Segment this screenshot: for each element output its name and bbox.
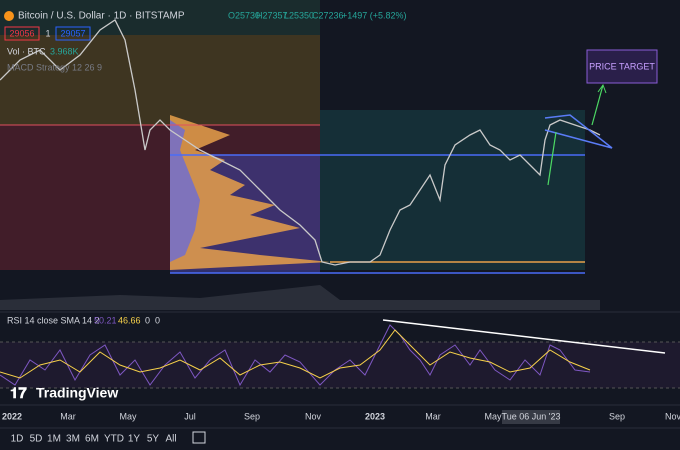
- symbol: Bitcoin / U.S. Dollar · 1D · BITSTAMP: [18, 11, 185, 22]
- toolbar-button[interactable]: All: [165, 434, 176, 445]
- strategy: MACD Strategy 12 26 9: [7, 62, 102, 72]
- ohlc: O25730: [228, 10, 260, 20]
- vol-value: 3.968K: [50, 46, 79, 56]
- zone-top: [0, 0, 320, 35]
- x-tick-label: Nov: [665, 411, 680, 421]
- toolbar-button[interactable]: 1M: [47, 434, 61, 445]
- toolbar-button[interactable]: 5Y: [147, 434, 160, 445]
- rsi-band: [0, 342, 680, 388]
- ohlc: L25350: [284, 10, 314, 20]
- arrow: [591, 84, 604, 126]
- x-tick-label: May: [119, 411, 137, 421]
- cursor-box: [502, 410, 560, 424]
- toolbar-button[interactable]: 1Y: [128, 434, 141, 445]
- toolbar-button[interactable]: YTD: [104, 434, 124, 445]
- toolbar-button[interactable]: 1D: [11, 434, 24, 445]
- x-tick-label: Sep: [244, 411, 260, 421]
- watermark: TradingView: [36, 385, 118, 401]
- toolbar-button[interactable]: 5D: [30, 434, 43, 445]
- btc-icon: [4, 11, 14, 21]
- volume-bars: [0, 285, 600, 310]
- cursor-date: Tue 06 Jun '23: [502, 411, 561, 421]
- ask-box[interactable]: [55, 26, 91, 41]
- x-tick-label: 2023: [365, 411, 385, 421]
- rsi-line: [0, 324, 591, 387]
- rsi-extra: 0: [145, 315, 150, 325]
- target-label: PRICE TARGET: [589, 61, 655, 71]
- zone-orange: [0, 35, 320, 125]
- calendar-icon[interactable]: [192, 431, 206, 444]
- bid-box[interactable]: [4, 26, 40, 41]
- logo-mark: 𝟏𝟕: [10, 385, 27, 402]
- toolbar-button[interactable]: 3M: [66, 434, 80, 445]
- x-tick-label: Mar: [425, 411, 441, 421]
- rsi-label: RSI 14 close SMA 14 2: [7, 315, 100, 325]
- vol-label: Vol · BTC: [7, 46, 46, 56]
- x-tick-label: May: [484, 411, 502, 421]
- change: +1497 (+5.82%): [342, 10, 407, 20]
- rsi-trendline: [382, 319, 666, 354]
- rsi-extra: 0: [155, 315, 160, 325]
- target-box: [586, 49, 658, 84]
- arrow: [547, 131, 557, 186]
- rsi-sma: [0, 329, 591, 379]
- x-tick-label: 2022: [2, 411, 22, 421]
- ohlc: H27357: [256, 10, 288, 20]
- ohlc: C27236: [312, 10, 344, 20]
- toolbar-button[interactable]: 6M: [85, 434, 99, 445]
- x-tick-label: Jul: [184, 411, 196, 421]
- x-tick-label: Mar: [60, 411, 76, 421]
- arrow-head: [597, 83, 607, 94]
- x-tick-label: Sep: [609, 411, 625, 421]
- wedge: [544, 114, 613, 149]
- volume-profile: [170, 115, 330, 270]
- bid: 29056: [9, 28, 34, 38]
- zone-teal: [320, 110, 585, 270]
- x-tick-label: Nov: [305, 411, 322, 421]
- sma-value: 46.66: [118, 315, 141, 325]
- price-line: [0, 19, 601, 266]
- qty: 1: [45, 28, 50, 38]
- ask: 29057: [60, 28, 85, 38]
- rsi-value: 50.21: [94, 315, 117, 325]
